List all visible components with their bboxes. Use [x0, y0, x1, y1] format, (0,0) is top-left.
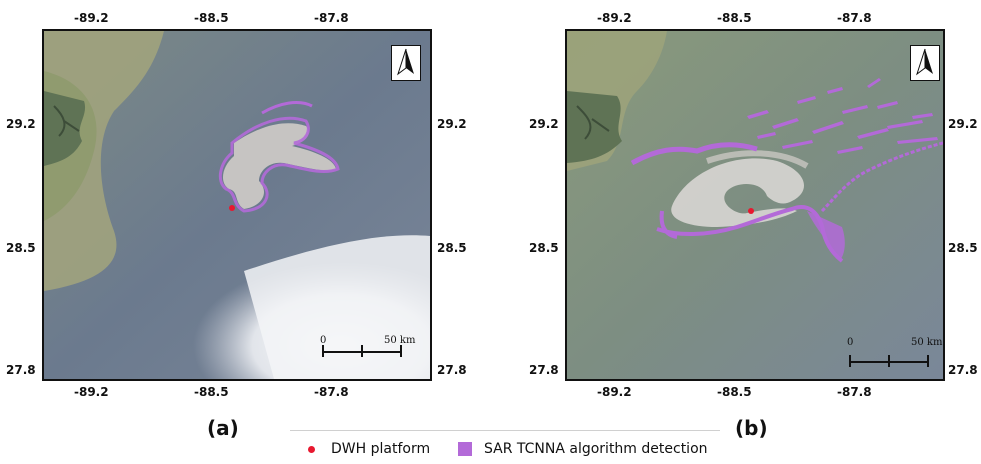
- y-tick-left-2: 28.5: [6, 241, 36, 255]
- north-arrow-icon: [910, 45, 940, 81]
- map-panel-b: -89.2 -88.5 -87.8 29.2 28.5 27.8 29.2 28…: [523, 0, 981, 440]
- y-tick-right-3: 27.8: [948, 363, 978, 377]
- map-legend: DWH platform SAR TCNNA algorithm detecti…: [290, 430, 720, 464]
- red-dot-marker-icon: [308, 445, 315, 453]
- scale-bar-start-label: 0: [847, 337, 854, 348]
- y-tick-left-2: 28.5: [529, 241, 559, 255]
- x-tick-top-3: -87.8: [837, 11, 872, 25]
- y-tick-left-3: 27.8: [529, 363, 559, 377]
- x-tick-bottom-1: -89.2: [597, 385, 632, 399]
- scale-bar-start-label: 0: [320, 335, 327, 346]
- legend-item-detection: SAR TCNNA algorithm detection: [458, 441, 708, 457]
- y-tick-right-1: 29.2: [437, 117, 467, 131]
- scale-bar: [849, 349, 933, 369]
- y-tick-right-2: 28.5: [437, 241, 467, 255]
- y-tick-right-1: 29.2: [948, 117, 978, 131]
- scale-bar: [322, 339, 406, 359]
- y-tick-left-3: 27.8: [6, 363, 36, 377]
- x-tick-top-2: -88.5: [717, 11, 752, 25]
- x-tick-bottom-3: -87.8: [314, 385, 349, 399]
- y-tick-left-1: 29.2: [6, 117, 36, 131]
- legend-item-platform: DWH platform: [308, 441, 430, 457]
- satellite-image-a: 0 50 km: [42, 29, 432, 381]
- y-tick-left-1: 29.2: [529, 117, 559, 131]
- x-tick-top-2: -88.5: [194, 11, 229, 25]
- x-tick-bottom-2: -88.5: [717, 385, 752, 399]
- x-tick-bottom-1: -89.2: [74, 385, 109, 399]
- legend-label-detection: SAR TCNNA algorithm detection: [484, 441, 708, 457]
- x-tick-top-3: -87.8: [314, 11, 349, 25]
- x-tick-bottom-2: -88.5: [194, 385, 229, 399]
- panel-b-caption: (b): [735, 416, 768, 440]
- y-tick-right-2: 28.5: [948, 241, 978, 255]
- scale-bar-end-label: 50 km: [384, 335, 416, 346]
- x-tick-bottom-3: -87.8: [837, 385, 872, 399]
- x-tick-top-1: -89.2: [597, 11, 632, 25]
- scale-bar-end-label: 50 km: [911, 337, 943, 348]
- panel-a-caption: (a): [207, 416, 239, 440]
- map-panel-a: -89.2 -88.5 -87.8 29.2 28.5 27.8 29.2 28…: [0, 0, 480, 440]
- purple-square-swatch-icon: [458, 442, 472, 456]
- north-arrow-icon: [391, 45, 421, 81]
- legend-label-platform: DWH platform: [331, 441, 431, 457]
- satellite-image-b: 0 50 km: [565, 29, 945, 381]
- x-tick-top-1: -89.2: [74, 11, 109, 25]
- y-tick-right-3: 27.8: [437, 363, 467, 377]
